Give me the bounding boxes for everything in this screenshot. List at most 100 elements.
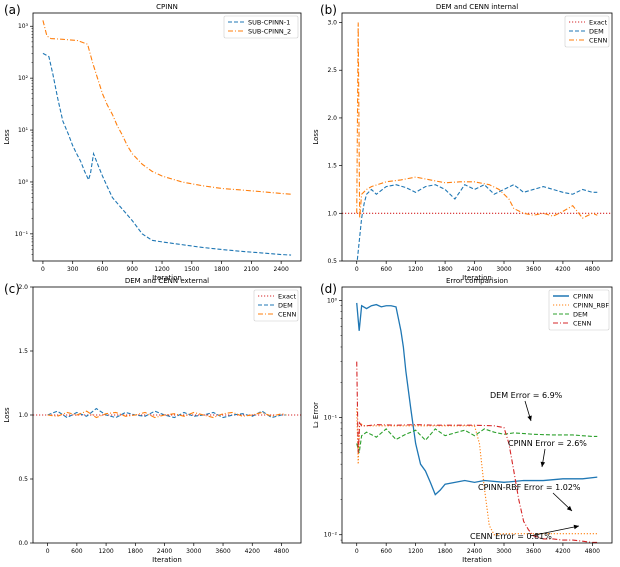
x-tick-label: 2400 [157, 548, 172, 555]
x-tick-label: 1800 [214, 266, 229, 273]
legend-box [548, 289, 610, 331]
annotation-arrow-line [529, 525, 580, 537]
y-tick-label: 0.5 [327, 258, 337, 265]
panel-letter: (d) [320, 282, 337, 296]
series-group [356, 302, 598, 543]
panel-letter: (a) [4, 3, 21, 17]
x-axis-title: Iteration [462, 556, 492, 564]
x-axis-title: Iteration [152, 556, 182, 564]
y-axis-title: L₂ Error [312, 402, 320, 428]
y-tick-label: 0.5 [18, 476, 28, 483]
legend-label: Exact [589, 18, 608, 26]
y-tick-label: 10² [18, 75, 29, 82]
x-tick-label: 600 [97, 266, 109, 273]
series-group [42, 20, 292, 256]
x-tick-label: 1200 [154, 266, 169, 273]
x-tick-label: 4200 [555, 266, 570, 273]
y-tick-label: 1.5 [18, 348, 28, 355]
x-tick-label: 1800 [437, 266, 452, 273]
x-tick-label: 1800 [128, 548, 143, 555]
x-tick-label: 3000 [496, 548, 511, 555]
annotation-arrow-head [527, 415, 532, 421]
annotation-arrow-head [566, 505, 572, 511]
x-tick-label: 900 [127, 266, 139, 273]
x-tick-label: 2400 [467, 548, 482, 555]
y-tick-label: 10⁻¹ [15, 231, 29, 238]
panel-letter: (b) [320, 3, 337, 17]
legend-label: CENN [573, 319, 592, 327]
panel-letter: (c) [4, 282, 20, 296]
y-tick-label: 10³ [18, 23, 29, 30]
y-tick-label: 2.0 [18, 284, 28, 291]
annotation-arrow-head [540, 461, 546, 467]
y-tick-label: 0.0 [18, 540, 28, 547]
x-tick-label: 4800 [585, 266, 600, 273]
series-line-dem [356, 428, 598, 453]
series-line-dem [356, 183, 598, 261]
panel-0: (a) CPINN 0 300 600 900 1200 1500 1800 2100 2400 10… [3, 3, 302, 282]
legend-label: DEM [278, 301, 293, 309]
legend-label: SUB-CPINN_2 [248, 27, 291, 35]
x-tick-label: 4200 [245, 548, 260, 555]
x-tick-label: 1200 [408, 266, 423, 273]
x-tick-label: 3600 [215, 548, 230, 555]
y-tick-label: 10⁰ [327, 297, 338, 304]
x-tick-label: 3600 [526, 548, 541, 555]
series-line-cpinn [356, 302, 598, 496]
x-axis-title: Iteration [152, 274, 182, 282]
series-line-cenn [47, 410, 287, 419]
x-tick-label: 1500 [184, 266, 199, 273]
x-tick-label: 0 [355, 548, 359, 555]
x-tick-label: 2400 [274, 266, 289, 273]
x-tick-label: 3600 [526, 266, 541, 273]
y-tick-label: 3.0 [327, 20, 337, 27]
y-tick-label: 2.0 [327, 115, 337, 122]
series-group [33, 407, 301, 419]
x-axis-title: Iteration [462, 274, 492, 282]
panel-title: CPINN [156, 3, 178, 11]
series-line-cpinn-rbf [356, 408, 598, 536]
y-tick-label: 1.0 [327, 210, 337, 217]
annotation-label: CPINN-RBF Error = 1.02% [478, 483, 581, 492]
x-tick-label: 2100 [244, 266, 259, 273]
annotation-label: CPINN Error = 2.6% [508, 439, 587, 448]
plot-frame [341, 286, 613, 544]
y-tick-label: 1.5 [327, 163, 337, 170]
series-line-cenn [356, 361, 598, 543]
plot-frame [32, 12, 302, 262]
panel-2: (c) DEM and CENN external 0 600 1200 1800 2400… [3, 277, 302, 564]
panel-3: (d) Error comparision 0 600 1200 1800 2400 3000… [312, 277, 613, 564]
legend-box [564, 15, 610, 48]
x-tick-label: 4800 [585, 548, 600, 555]
y-tick-label: 10⁰ [18, 179, 29, 186]
x-tick-label: 1200 [98, 548, 113, 555]
x-tick-label: 2400 [467, 266, 482, 273]
y-tick-label: 2.5 [327, 67, 337, 74]
legend-label: DEM [589, 27, 604, 35]
x-tick-label: 1200 [408, 548, 423, 555]
annotation-label: DEM Error = 6.9% [490, 391, 563, 400]
x-tick-label: 0 [355, 266, 359, 273]
legend-label: CPINN_RBF [573, 301, 609, 309]
legend-label: Exact [278, 292, 297, 300]
legend-label: CENN [589, 36, 608, 44]
x-tick-label: 300 [67, 266, 79, 273]
panel-title: Error comparision [446, 277, 508, 285]
annotation-arrow-head [573, 524, 579, 530]
x-tick-label: 3000 [186, 548, 201, 555]
panel-title: DEM and CENN external [125, 277, 209, 285]
y-tick-label: 10¹ [18, 127, 29, 134]
x-tick-label: 1800 [437, 548, 452, 555]
x-tick-label: 4800 [274, 548, 289, 555]
series-line-sub-cpinn-2 [42, 20, 292, 195]
x-tick-label: 0 [46, 548, 50, 555]
legend-label: SUB-CPINN-1 [248, 18, 290, 26]
legend-label: CENN [278, 310, 297, 318]
panel-1: (b) DEM and CENN internal 0 600 1200 1800 2400… [312, 3, 613, 282]
y-tick-label: 1.0 [18, 412, 28, 419]
plot-frame [341, 12, 613, 262]
